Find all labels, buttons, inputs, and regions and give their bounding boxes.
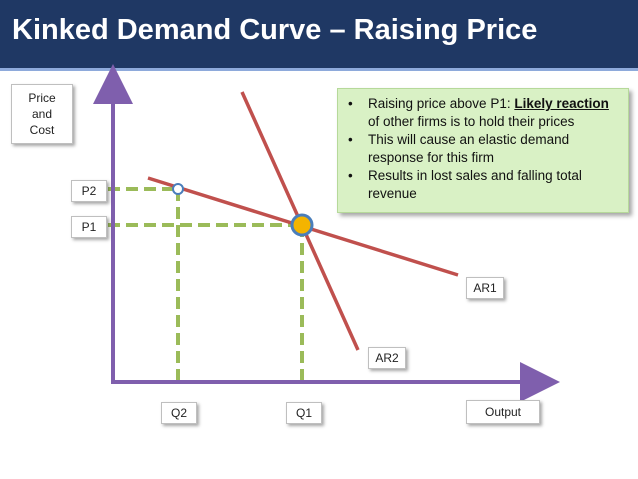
note-bullet: • Raising price above P1: Likely reaction… <box>348 96 609 129</box>
p2-point <box>172 183 184 195</box>
ar2-label: AR2 <box>368 347 406 369</box>
p2-label: P2 <box>71 180 107 202</box>
note-bullet: • This will cause an elastic demand respo… <box>348 132 570 165</box>
q2-label: Q2 <box>161 402 197 424</box>
p1-label: P1 <box>71 216 107 238</box>
explanation-note: • Raising price above P1: Likely reaction… <box>337 88 629 213</box>
title-bar: Kinked Demand Curve – Raising Price <box>0 0 638 71</box>
kink-point <box>290 213 314 237</box>
ar1-label: AR1 <box>466 277 504 299</box>
x-axis-label: Output <box>466 400 540 424</box>
note-bullet: • Results in lost sales and falling total… <box>348 168 582 201</box>
y-axis-label: Price and Cost <box>11 84 73 144</box>
slide-title: Kinked Demand Curve – Raising Price <box>12 14 538 46</box>
q1-label: Q1 <box>286 402 322 424</box>
